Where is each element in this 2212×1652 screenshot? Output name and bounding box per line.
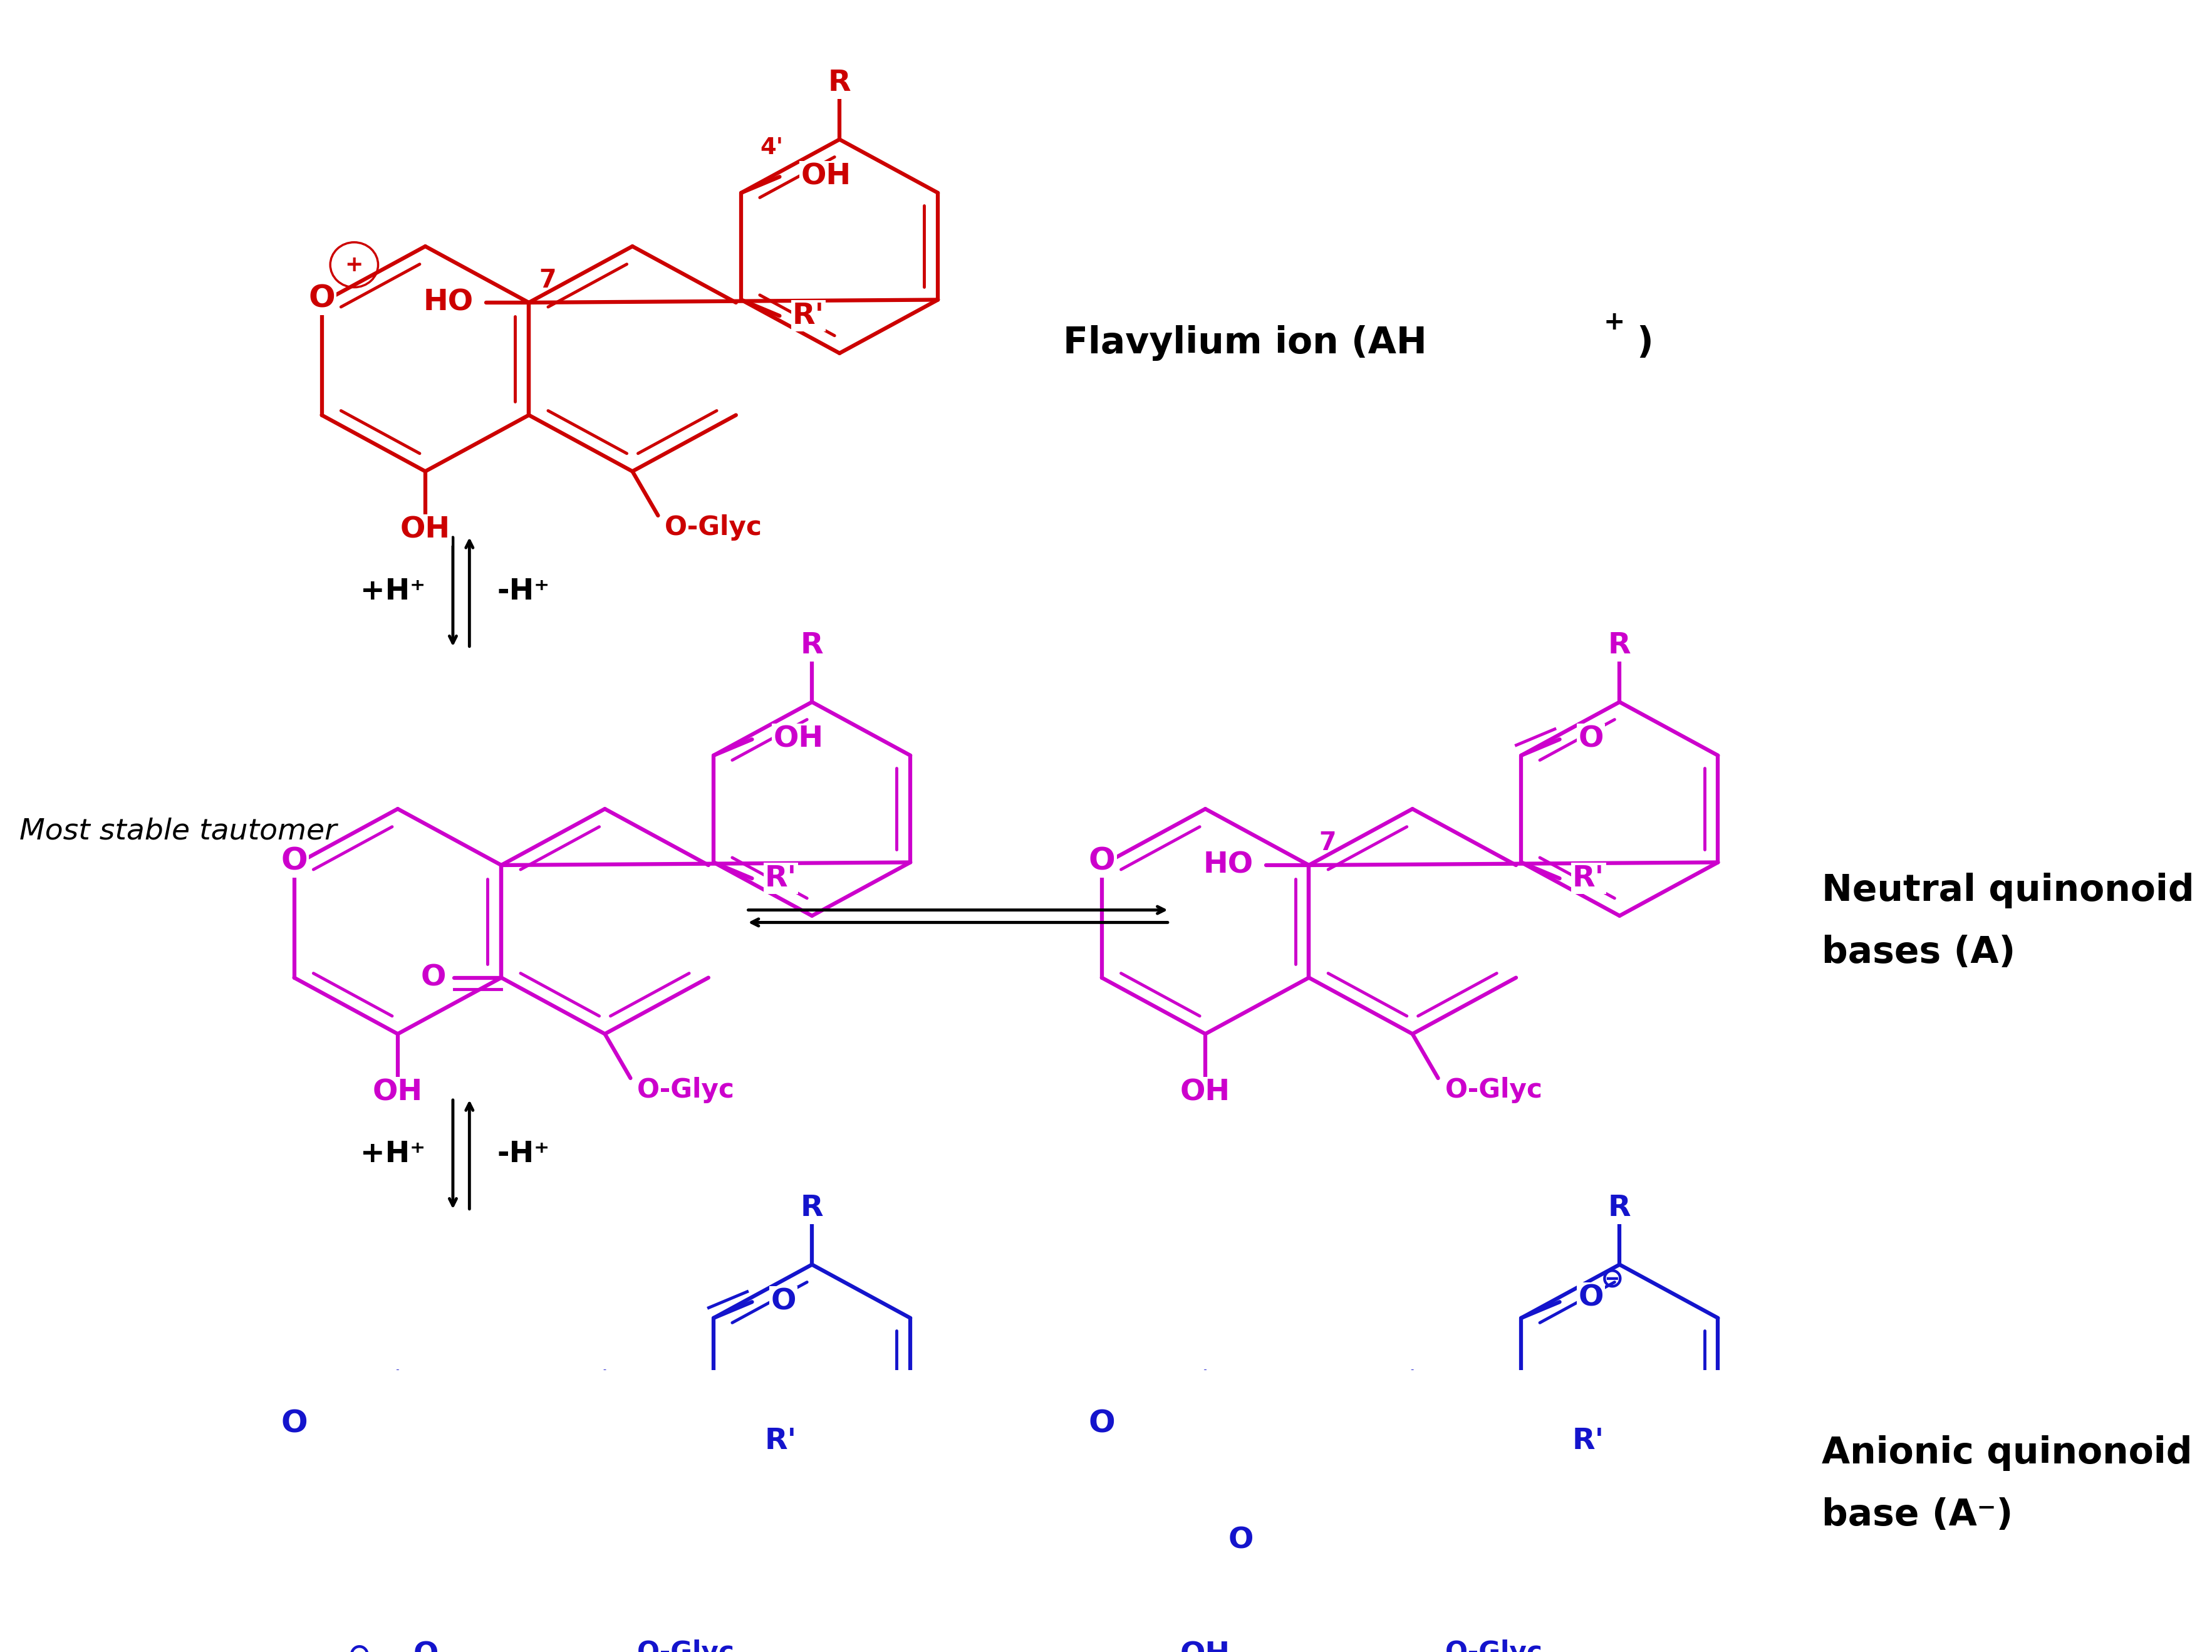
Text: O-Glyc: O-Glyc [666,514,763,540]
Text: O: O [770,1289,796,1317]
Text: Flavylium ion (AH: Flavylium ion (AH [1064,325,1427,362]
Text: O: O [414,1640,438,1652]
Text: -H⁺: -H⁺ [498,578,549,606]
Text: OH: OH [1181,1079,1230,1107]
Text: R': R' [765,864,796,892]
Text: base (A⁻): base (A⁻) [1823,1497,2013,1533]
Text: ⊖: ⊖ [347,1642,372,1652]
Text: O: O [1228,1526,1254,1555]
Text: R': R' [1573,864,1604,892]
Text: OH: OH [801,162,852,192]
Text: O: O [1088,846,1115,876]
Text: R: R [801,631,823,659]
Text: ⊖: ⊖ [1601,1265,1624,1294]
Text: O: O [281,846,307,876]
Text: +: + [1604,311,1626,335]
Text: R: R [1608,631,1630,659]
Text: OH: OH [400,515,451,544]
Text: O: O [1088,1409,1115,1439]
Text: R: R [1608,1194,1630,1222]
Text: Most stable tautomer: Most stable tautomer [20,818,336,846]
Text: OH: OH [1181,1640,1230,1652]
Text: OH: OH [372,1079,422,1107]
Text: HO: HO [422,289,473,317]
Text: 7: 7 [540,268,557,292]
Text: ): ) [1637,325,1652,362]
Text: 4': 4' [761,135,783,159]
Text: O: O [307,284,334,314]
Text: +H⁺: +H⁺ [361,1140,425,1168]
Text: +: + [345,254,363,276]
Text: O: O [1579,725,1604,753]
Text: bases (A): bases (A) [1823,935,2015,970]
Text: O-Glyc: O-Glyc [1444,1639,1542,1652]
Text: +H⁺: +H⁺ [361,578,425,606]
Text: R': R' [792,302,825,330]
Text: R: R [801,1194,823,1222]
Text: O: O [420,963,447,991]
Text: Anionic quinonoid: Anionic quinonoid [1823,1436,2192,1470]
Text: 7: 7 [1318,831,1336,856]
Text: O: O [1579,1284,1604,1312]
Text: HO: HO [1203,851,1254,879]
Text: O-Glyc: O-Glyc [1444,1077,1542,1104]
Text: -H⁺: -H⁺ [498,1140,549,1168]
Text: OH: OH [774,725,823,753]
Text: R': R' [1573,1427,1604,1455]
Text: R': R' [765,1427,796,1455]
Text: R: R [827,69,852,97]
Text: O-Glyc: O-Glyc [637,1077,734,1104]
Text: O-Glyc: O-Glyc [637,1639,734,1652]
Text: Neutral quinonoid: Neutral quinonoid [1823,872,2194,909]
Text: O: O [281,1409,307,1439]
